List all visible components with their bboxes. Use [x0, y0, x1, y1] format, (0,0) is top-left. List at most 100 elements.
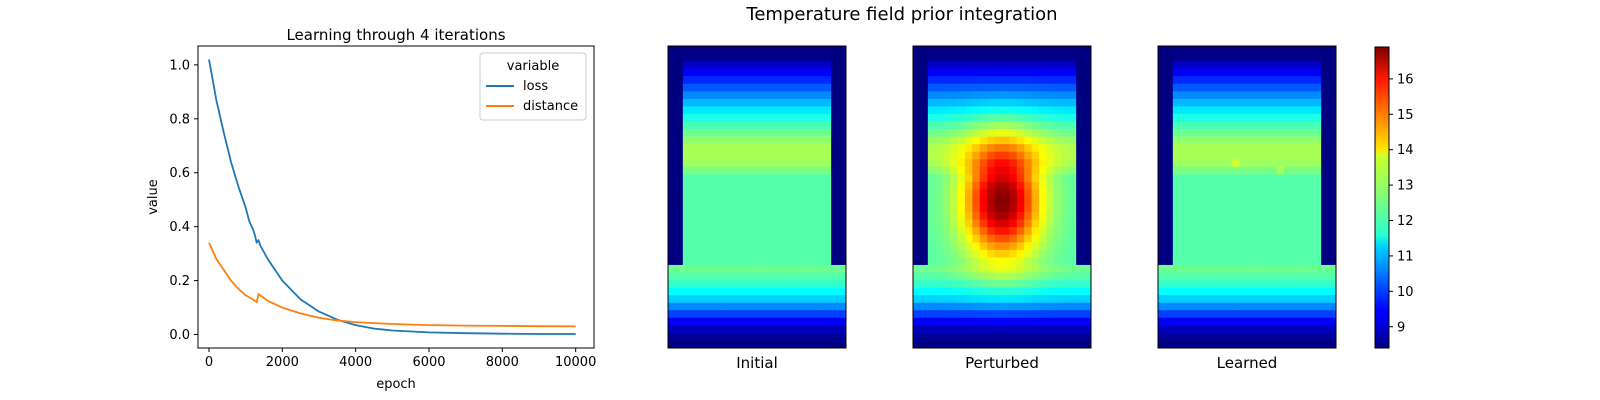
heatmap-cell	[742, 310, 750, 319]
heatmap-cell	[1328, 174, 1337, 183]
heatmap-cell	[920, 234, 929, 243]
heatmap-cell	[1009, 227, 1018, 236]
heatmap-cell	[794, 212, 802, 221]
heatmap-cell	[1313, 272, 1322, 281]
heatmap-cell	[697, 242, 706, 251]
heatmap-cell	[1239, 76, 1248, 85]
heatmap-cell	[1217, 174, 1226, 183]
heatmap-cell	[1180, 310, 1189, 319]
heatmap-cell	[1053, 287, 1062, 296]
heatmap-cell	[1284, 242, 1292, 251]
heatmap-cell	[1002, 280, 1010, 288]
heatmap-cell	[705, 234, 713, 243]
heatmap-cell	[979, 317, 988, 326]
heatmap-cell	[1195, 166, 1203, 175]
heatmap-cell	[749, 174, 758, 183]
heatmap-cell	[1313, 121, 1322, 130]
heatmap-cell	[831, 166, 839, 175]
heatmap-cell	[972, 257, 981, 266]
heatmap-cell	[764, 280, 773, 288]
heatmap-cell	[1254, 332, 1263, 341]
heatmap-cell	[1291, 272, 1300, 281]
heatmap-cell	[972, 287, 981, 296]
heatmap-cell	[994, 46, 1003, 54]
heatmap-cell	[1024, 197, 1033, 205]
heatmap-cell	[705, 310, 713, 319]
heatmap-cell	[979, 68, 988, 77]
heatmap-cell	[957, 295, 966, 304]
heatmap-cell	[1195, 121, 1203, 130]
heatmap-cell	[771, 53, 780, 62]
heatmap-cell	[801, 325, 810, 334]
heatmap-cell	[1224, 295, 1233, 304]
heatmap-cell	[1306, 242, 1315, 251]
heatmap-cell	[1016, 287, 1025, 296]
heatmap-cell	[1321, 264, 1329, 273]
heatmap-cell	[801, 310, 810, 319]
heatmap-cell	[675, 121, 684, 130]
heatmap-cell	[682, 174, 691, 183]
heatmap-cell	[920, 113, 929, 122]
heatmap-cell	[1024, 204, 1033, 213]
heatmap-cell	[838, 325, 847, 334]
heatmap-cell	[690, 53, 699, 62]
heatmap-cell	[786, 144, 795, 153]
heatmap-cell	[957, 174, 966, 183]
heatmap-cell	[831, 249, 839, 258]
heatmap-cell	[1053, 219, 1062, 228]
heatmap-cell	[808, 68, 817, 77]
heatmap-cell	[1239, 68, 1248, 77]
heatmap-cell	[1083, 144, 1092, 153]
heatmap-cell	[734, 340, 743, 349]
heatmap-cell	[757, 166, 765, 175]
heatmap-cell	[1217, 317, 1226, 326]
heatmap-cell	[690, 249, 699, 258]
heatmap-cell	[1306, 264, 1315, 273]
heatmap-cell	[1076, 129, 1084, 137]
heatmap-cell	[771, 287, 780, 296]
heatmap-cell	[668, 264, 676, 273]
heatmap-cell	[1202, 257, 1211, 266]
heatmap-cell	[816, 106, 825, 115]
heatmap-cell	[1002, 302, 1010, 311]
heatmap-cell	[1046, 98, 1055, 107]
heatmap-cell	[1232, 257, 1240, 266]
heatmap-cell	[1202, 113, 1211, 122]
heatmap-cell	[1068, 219, 1077, 228]
heatmap-cell	[1239, 332, 1248, 341]
heatmap-cell	[942, 197, 951, 205]
heatmap-cell	[1053, 76, 1062, 85]
heatmap-cell	[668, 234, 676, 243]
heatmap-cell	[1202, 264, 1211, 273]
heatmap-cell	[705, 181, 713, 190]
heatmap-cell	[1009, 204, 1018, 213]
heatmap-cell	[705, 121, 713, 130]
heatmap-cell	[935, 83, 944, 92]
heatmap-cell	[749, 53, 758, 62]
heatmap-cell	[675, 264, 684, 273]
heatmap-cell	[1247, 68, 1255, 77]
heatmap-cell	[1195, 242, 1203, 251]
heatmap-cell	[1024, 174, 1033, 183]
heatmap-cell	[786, 174, 795, 183]
heatmap-cell	[1224, 332, 1233, 341]
heatmap-cell	[668, 295, 676, 304]
heatmap-cell	[1328, 264, 1337, 273]
heatmap-cell	[1261, 46, 1270, 54]
heatmap-cell	[705, 98, 713, 107]
heatmap-cell	[1061, 91, 1070, 100]
heatmap-cell	[1291, 98, 1300, 107]
heatmap-cell	[1024, 340, 1033, 349]
heatmap-cell	[823, 204, 832, 213]
heatmap-cell	[794, 68, 802, 77]
heatmap-cell	[682, 219, 691, 228]
heatmap-cell	[734, 174, 743, 183]
heatmap-cell	[1224, 212, 1233, 221]
heatmap-cell	[697, 280, 706, 288]
heatmap-cell	[764, 264, 773, 273]
heatmap-cell	[1076, 310, 1084, 319]
heatmap-cell	[1031, 325, 1040, 334]
heatmap-cell	[1202, 249, 1211, 258]
heatmap-cell	[719, 317, 728, 326]
heatmap-cell	[742, 317, 750, 326]
